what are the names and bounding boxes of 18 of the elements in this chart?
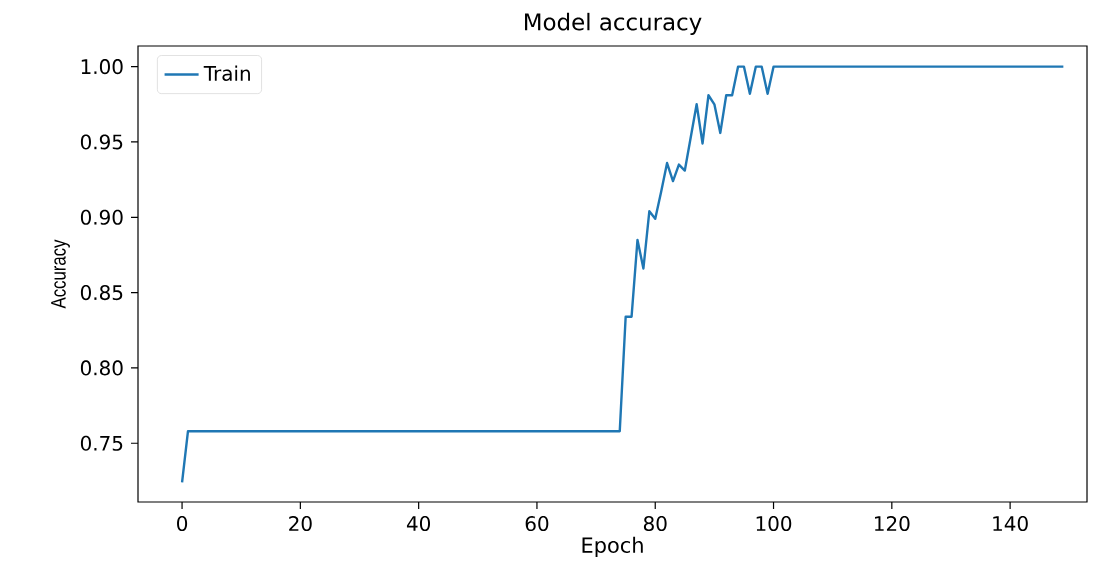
x-tick-label: 20 xyxy=(289,516,312,532)
x-tick-label: 0 xyxy=(177,516,188,532)
y-tick-label: 0.80 xyxy=(80,360,123,376)
x-tick-label: 40 xyxy=(406,516,431,532)
x-tick-label: 140 xyxy=(993,516,1028,532)
chart-title: Model accuracy xyxy=(525,12,702,35)
x-tick-label: 100 xyxy=(756,516,792,532)
y-tick-label: 0.95 xyxy=(80,134,123,150)
y-tick-label: 0.75 xyxy=(80,435,123,451)
x-tick-label: 80 xyxy=(643,516,667,532)
y-tick-label: 0.90 xyxy=(80,209,123,225)
y-tick-label: 1.00 xyxy=(81,59,123,75)
x-tick-label: 60 xyxy=(525,516,549,532)
y-axis-title: Accuracy xyxy=(51,239,70,309)
legend-label: Train xyxy=(203,65,250,81)
x-tick-label: 120 xyxy=(875,516,910,532)
x-axis-title: Epoch xyxy=(582,536,643,558)
y-tick-label: 0.85 xyxy=(80,285,123,301)
